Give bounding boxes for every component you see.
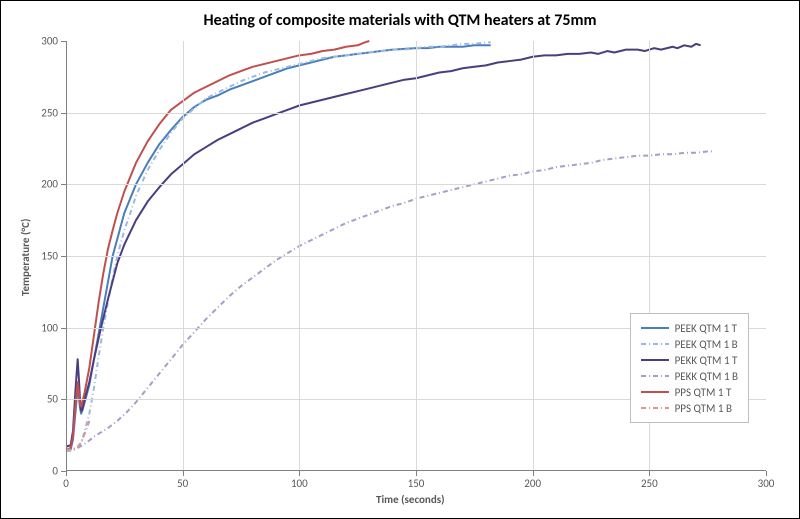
grid-hline [66,256,766,257]
x-axis-label: Time (seconds) [376,493,445,506]
x-tick-mark [766,471,767,476]
legend-swatch [641,368,669,384]
x-tick-label: 250 [641,477,658,490]
chart-title: Heating of composite materials with QTM … [1,11,799,30]
legend-item: PEKK QTM 1 B [641,368,738,384]
y-tick-label: 250 [26,106,58,119]
y-tick-label: 200 [26,178,58,191]
y-tick-label: 50 [26,393,58,406]
x-tick-label: 0 [63,477,69,490]
grid-hline [66,184,766,185]
legend-swatch [641,384,669,400]
legend-item: PEEK QTM 1 T [641,320,738,336]
legend-item: PPS QTM 1 T [641,384,738,400]
legend-swatch [641,400,669,416]
legend-item: PEEK QTM 1 B [641,336,738,352]
legend-swatch [641,320,669,336]
legend-item: PEKK QTM 1 T [641,352,738,368]
y-tick-mark [61,471,66,472]
x-tick-label: 200 [524,477,541,490]
x-tick-label: 100 [291,477,308,490]
legend-swatch [641,352,669,368]
legend-swatch [641,336,669,352]
y-axis-label: Temperature (°C) [19,219,32,296]
legend: PEEK QTM 1 T PEEK QTM 1 B PEKK QTM 1 T PEKK… [630,313,749,423]
legend-label: PEEK QTM 1 B [675,338,738,351]
y-tick-label: 300 [26,35,58,48]
x-tick-label: 300 [758,477,775,490]
x-tick-mark [66,471,67,476]
series-line [66,151,715,449]
legend-label: PPS QTM 1 T [675,386,732,399]
x-tick-mark [533,471,534,476]
legend-label: PEKK QTM 1 T [675,354,738,367]
series-line [66,42,491,451]
y-tick-label: 100 [26,321,58,334]
series-line [66,44,701,447]
legend-item: PPS QTM 1 B [641,400,738,416]
axis-bottom [66,470,766,471]
series-line [66,45,491,451]
x-tick-label: 150 [408,477,425,490]
x-tick-mark [183,471,184,476]
series-line [66,41,369,450]
x-tick-label: 50 [177,477,188,490]
x-tick-mark [416,471,417,476]
x-tick-mark [299,471,300,476]
x-tick-mark [649,471,650,476]
y-tick-label: 0 [26,465,58,478]
axis-left [66,41,67,471]
grid-hline [66,113,766,114]
legend-label: PEKK QTM 1 B [675,370,738,383]
legend-label: PPS QTM 1 B [675,402,732,415]
legend-label: PEEK QTM 1 T [675,322,737,335]
